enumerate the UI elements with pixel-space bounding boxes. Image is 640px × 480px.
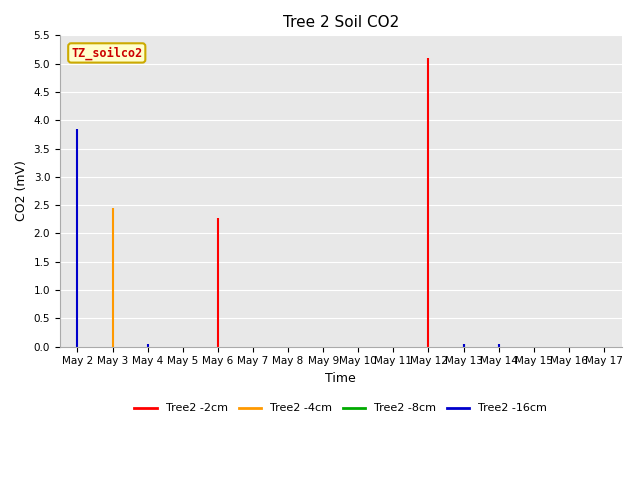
Legend: Tree2 -2cm, Tree2 -4cm, Tree2 -8cm, Tree2 -16cm: Tree2 -2cm, Tree2 -4cm, Tree2 -8cm, Tree… — [130, 399, 552, 418]
Text: TZ_soilco2: TZ_soilco2 — [71, 46, 142, 60]
Y-axis label: CO2 (mV): CO2 (mV) — [15, 161, 28, 221]
X-axis label: Time: Time — [325, 372, 356, 385]
Title: Tree 2 Soil CO2: Tree 2 Soil CO2 — [283, 15, 399, 30]
